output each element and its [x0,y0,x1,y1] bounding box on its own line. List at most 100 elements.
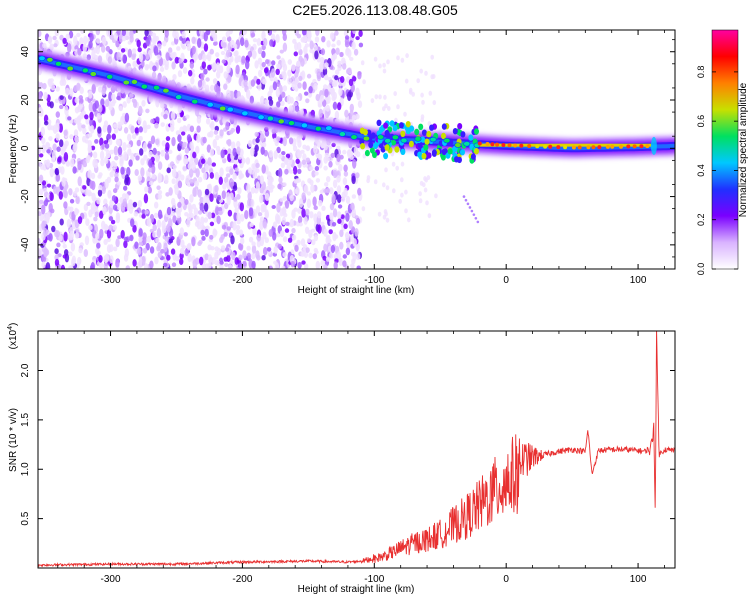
spectrum-cell [245,157,251,165]
spectrum-cell [235,125,241,134]
spectrum-cell [337,60,342,66]
spectrum-cell [96,112,101,120]
spectrum-cell [165,52,170,61]
spectrum-cell [222,183,227,190]
spectrum-cell [113,32,119,41]
spectrum-cell [259,194,264,204]
spectrum-cell [148,150,153,158]
spectrum-cell [138,237,143,243]
spectrum-cell [161,140,166,147]
spectrum-cell [405,121,411,128]
spectrum-cell [186,243,191,250]
spectrum-cell [225,49,231,58]
spectrum-cell [38,118,41,128]
spectrum-cell [120,229,125,239]
spectrum-cell [113,188,118,194]
ridge-peak [46,57,54,63]
spectrum-cell [164,63,169,71]
spectrum-cell [164,154,170,161]
spectrum-cell [225,121,230,131]
spectrum-cell [224,262,229,267]
spectrum-cell [156,227,162,238]
spectrum-cell [122,193,127,199]
spectrum-cell [198,239,203,245]
ridge-peak [490,142,495,147]
spectrogram-plot-frame [37,29,676,270]
spectrum-cell [209,193,214,203]
spectrum-cell [262,218,267,229]
spectrum-cell [273,246,278,254]
colorbar-tick-label: 0.6 [696,115,706,128]
spectrum-cell [183,232,188,237]
spectrum-cell [164,30,169,38]
spectrum-cell [234,257,239,265]
spectrum-cell [421,129,427,136]
spectrum-cell [343,223,348,230]
spectrum-cell [341,57,346,64]
spectrum-cell [97,55,103,64]
spectrum-cell [55,111,60,118]
ridge-peak [527,144,532,148]
colorbar-label: Normalized spectral amplitude [738,82,749,217]
spectrum-cell [134,127,139,134]
spectrum-cell [85,117,90,125]
spectrum-cell [236,55,242,60]
spectrum-cell [320,48,326,56]
spectrum-cell [128,204,134,215]
spectrum-cell [50,125,55,131]
spectrum-cell [77,216,83,225]
spectrum-cell [231,141,236,150]
spectrum-cell [284,200,290,209]
spectrum-cell [354,228,359,237]
spectrum-cell [427,121,432,127]
ridge-peak [338,131,346,137]
spectrum-cell [209,123,214,128]
spectrum-cell [338,87,343,97]
spectrum-cell [146,235,151,243]
spectrum-cell [215,145,221,152]
spectrum-cell [326,40,331,48]
spectrum-cell [281,91,286,98]
spectrum-cell [212,228,217,238]
spectrum-cell [236,146,241,155]
spectrum-cell [282,252,287,258]
spectrum-cell [82,127,87,135]
spectrum-cell [304,91,309,96]
spectrum-cell [144,263,149,269]
spectrum-cell [226,226,231,231]
spectrum-cell [355,253,361,261]
spectrum-cell [417,141,423,148]
spectrum-cell [155,237,160,244]
spectrum-cell [125,30,130,41]
spectrum-cell [389,120,395,127]
spectrum-cell [339,229,344,238]
spectrum-cell [357,100,363,108]
x-tick-label: -200 [232,574,252,585]
spectrum-cell [348,78,354,87]
colorbar-tick-label: 0.0 [696,263,706,276]
spectrum-cell [337,64,342,72]
spectrum-cell [77,256,82,266]
ridge-peak [501,143,506,147]
spectrum-cell [187,253,192,263]
spectrum-cell [88,191,93,197]
x-tick-label: -300 [101,275,121,286]
spectrum-cell [132,259,137,267]
spectrum-cell [309,211,314,219]
spectrum-cell [165,142,170,151]
spectrum-cell [157,209,163,220]
spectrum-cell [134,169,139,176]
spectrum-cell [400,130,406,137]
spectrum-cell [233,43,238,49]
ridge-peak [548,144,553,149]
spectrum-cell [276,55,281,60]
spectrum-cell [91,83,96,94]
spectrum-cell [236,212,241,222]
spectrum-cell [307,33,312,39]
spectrum-cell [225,166,230,173]
spectrum-cell [287,77,292,85]
spectrum-cell [69,198,75,204]
spectrum-cell [383,152,389,160]
spectrum-cell [225,31,230,38]
ridge-peak [535,144,540,149]
